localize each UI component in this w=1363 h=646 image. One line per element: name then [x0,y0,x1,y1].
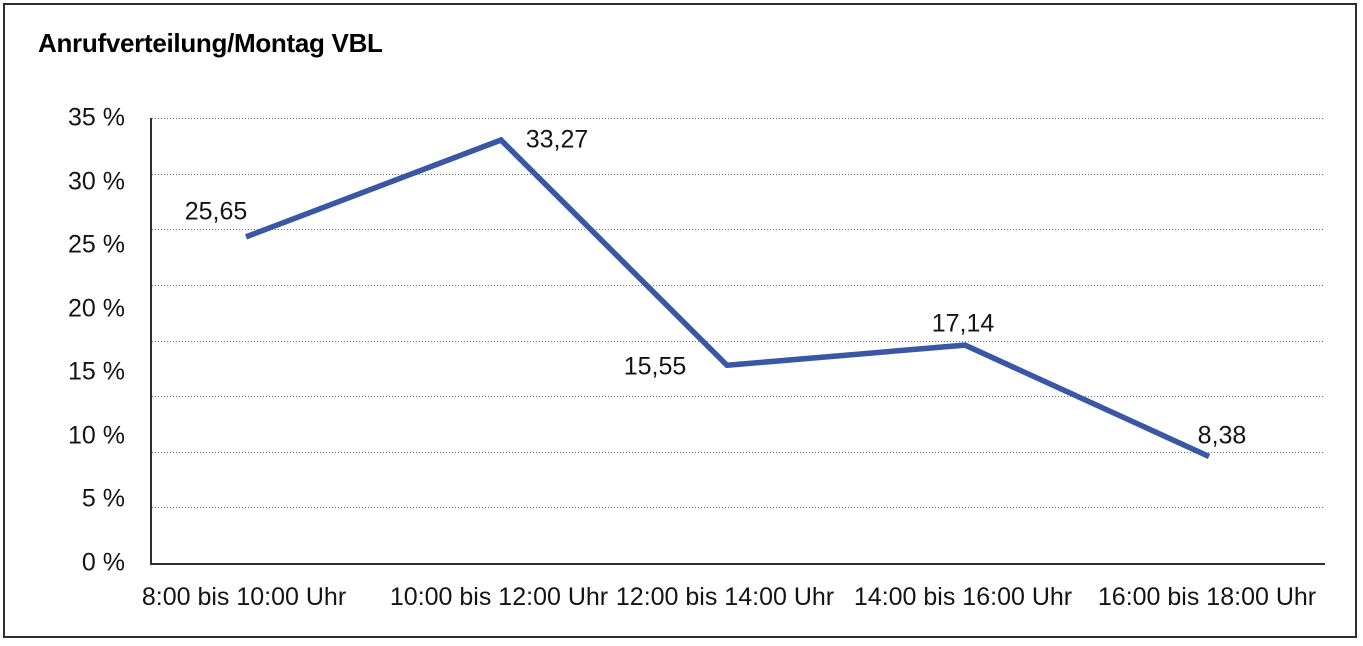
gridline [152,229,1325,231]
gridline [152,451,1325,453]
y-tick-label: 10 % [68,421,125,450]
y-tick-label: 5 % [81,484,125,513]
data-point-value-label: 33,27 [525,125,589,154]
y-tick-label: 30 % [68,167,125,196]
data-line [245,136,1211,459]
gridline [152,507,1325,509]
data-point-value-label: 8,38 [1197,421,1247,450]
data-point-value-label: 15,55 [623,352,687,381]
gridline [152,118,1325,119]
x-category-label: 12:00 bis 14:00 Uhr [615,583,835,611]
y-tick-label: 0 % [81,548,125,577]
x-category-label: 16:00 bis 18:00 Uhr [1097,583,1317,611]
data-point-value-label: 17,14 [931,309,995,338]
y-tick-label: 35 % [68,103,125,132]
line-series-svg [245,136,1211,459]
plot-area [150,118,1325,565]
x-category-label: 8:00 bis 10:00 Uhr [141,583,347,611]
gridline [152,284,1325,286]
gridline [152,396,1325,398]
y-tick-label: 20 % [68,294,125,323]
gridline [152,340,1325,342]
gridline [152,173,1325,175]
y-tick-label: 25 % [68,230,125,259]
data-point-value-label: 25,65 [184,197,248,226]
x-category-label: 10:00 bis 12:00 Uhr [389,583,609,611]
x-category-label: 14:00 bis 16:00 Uhr [853,583,1073,611]
chart-title: Anrufverteilung/Montag VBL [38,28,383,58]
y-tick-label: 15 % [68,357,125,386]
